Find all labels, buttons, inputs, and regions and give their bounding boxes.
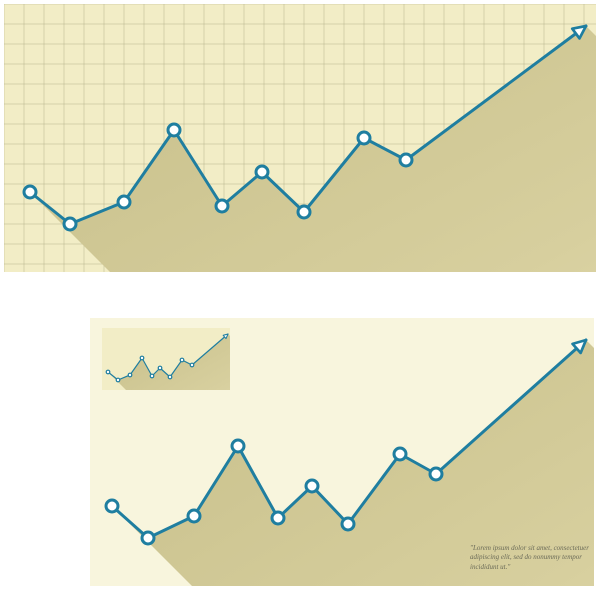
stage: "Lorem ipsum dolor sit amet, consectetue… xyxy=(0,0,600,600)
chart-thumbnail xyxy=(102,328,230,390)
caption-text: "Lorem ipsum dolor sit amet, consectetue… xyxy=(470,544,594,572)
line-chart-thumbnail xyxy=(102,328,230,390)
chart-panel-top xyxy=(4,4,596,272)
line-chart-top xyxy=(4,4,596,272)
